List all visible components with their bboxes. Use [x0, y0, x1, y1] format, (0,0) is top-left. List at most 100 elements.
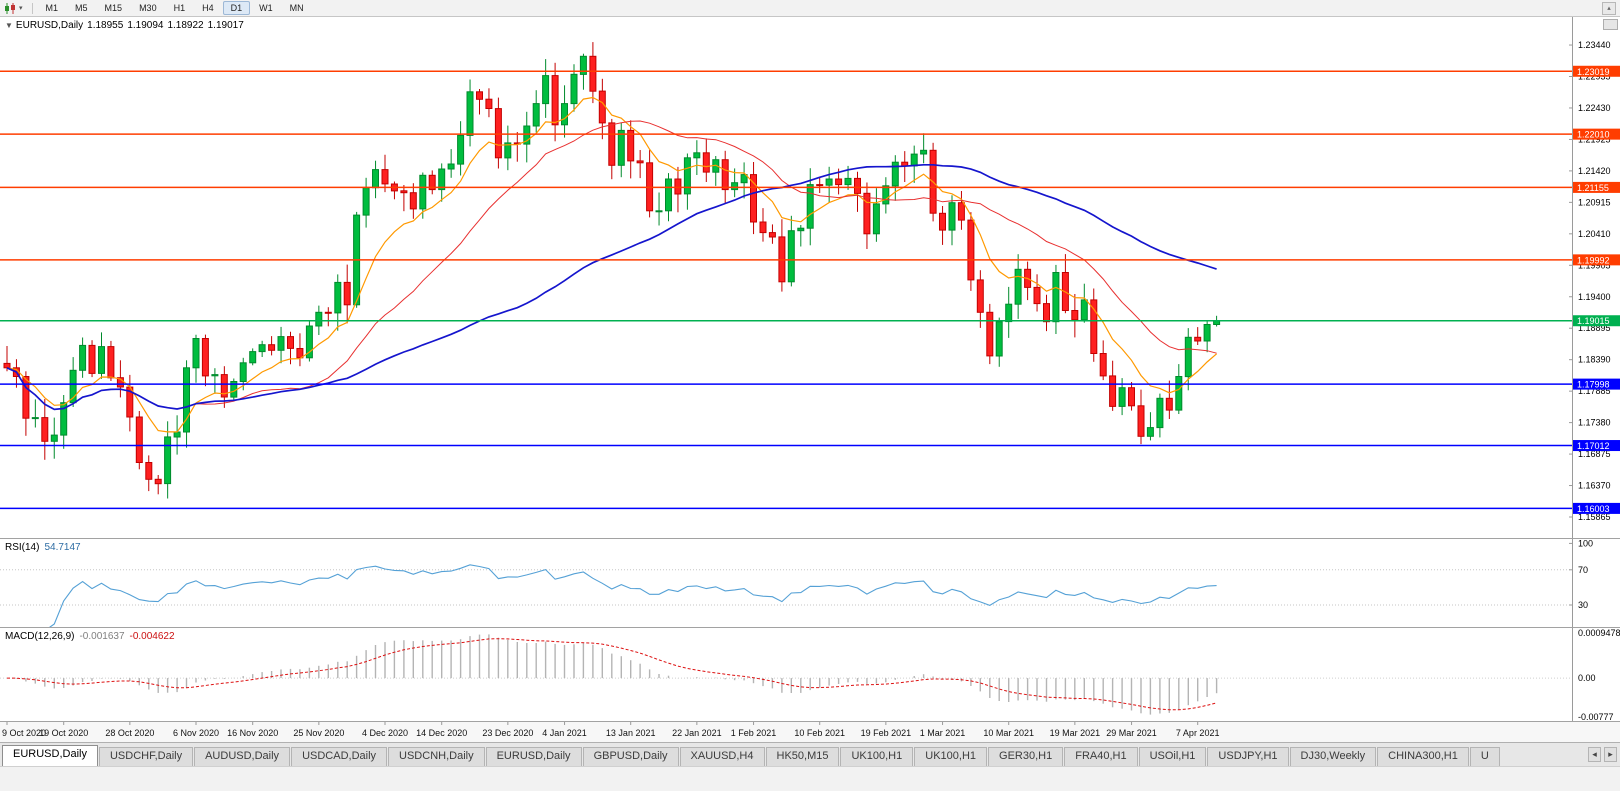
- ma-line-55: [6, 163, 1217, 411]
- chart-tab-usoil-h1[interactable]: USOil,H1: [1138, 747, 1207, 766]
- svg-text:70: 70: [1578, 565, 1588, 575]
- ohlc-high: 1.19094: [127, 20, 164, 31]
- rsi-name: RSI(14): [5, 542, 40, 553]
- timeframe-button-d1[interactable]: D1: [222, 1, 251, 15]
- svg-text:19 Feb 2021: 19 Feb 2021: [861, 728, 912, 738]
- ma-line-21: [6, 120, 1217, 410]
- level-price-tag: [1573, 378, 1620, 390]
- tab-scroll-group: ◂ ▸: [1585, 743, 1620, 766]
- svg-text:6 Nov 2020: 6 Nov 2020: [173, 728, 219, 738]
- level-price-tag: [1573, 128, 1620, 140]
- svg-text:19 Oct 2020: 19 Oct 2020: [39, 728, 88, 738]
- ohlc-open: 1.18955: [87, 20, 124, 31]
- chart-type-caret-icon[interactable]: ▾: [19, 5, 23, 12]
- chart-tab-hk50-m15[interactable]: HK50,M15: [765, 747, 840, 766]
- rsi-axis-labels: 100 70 30: [1569, 539, 1593, 610]
- chart-tab-usdcnh-daily[interactable]: USDCNH,Daily: [388, 747, 485, 766]
- svg-text:14 Dec 2020: 14 Dec 2020: [416, 728, 467, 738]
- svg-text:1.16875: 1.16875: [1578, 449, 1611, 459]
- price-axis[interactable]: [1573, 17, 1620, 721]
- svg-text:30: 30: [1578, 600, 1588, 610]
- chart-tab-bar: EURUSD,Daily USDCHF,Daily AUDUSD,Daily USDC…: [0, 742, 1620, 766]
- svg-text:1.18895: 1.18895: [1578, 323, 1611, 333]
- ma-line-9: [6, 96, 1217, 433]
- svg-text:4 Jan 2021: 4 Jan 2021: [542, 728, 587, 738]
- svg-text:1 Feb 2021: 1 Feb 2021: [731, 728, 777, 738]
- chart-corner-button[interactable]: [1603, 19, 1618, 30]
- svg-text:4 Dec 2020: 4 Dec 2020: [362, 728, 408, 738]
- svg-text:1.20915: 1.20915: [1578, 197, 1611, 207]
- ohlc-close: 1.19017: [207, 20, 244, 31]
- svg-text:1.19400: 1.19400: [1578, 292, 1611, 302]
- chart-collapse-icon[interactable]: ▼: [5, 21, 13, 30]
- level-price-tag: [1573, 254, 1620, 266]
- svg-text:9 Oct 2020: 9 Oct 2020: [2, 728, 46, 738]
- chart-symbol-period: EURUSD,Daily: [15, 20, 84, 31]
- svg-text:25 Nov 2020: 25 Nov 2020: [293, 728, 344, 738]
- macd-canvas[interactable]: 0.0009478 0.00 -0.00777: [0, 628, 1620, 721]
- level-price-tag: [1573, 65, 1620, 77]
- svg-text:23 Dec 2020: 23 Dec 2020: [482, 728, 533, 738]
- timeframe-button-m5[interactable]: M5: [75, 3, 88, 13]
- svg-text:0.0009478: 0.0009478: [1578, 628, 1620, 638]
- svg-text:1.17885: 1.17885: [1578, 386, 1611, 396]
- svg-text:1.18390: 1.18390: [1578, 355, 1611, 365]
- svg-text:1.19015: 1.19015: [1577, 316, 1610, 326]
- chart-tab-dj30-weekly[interactable]: DJ30,Weekly: [1289, 747, 1377, 766]
- chart-tab-eurusd-daily[interactable]: EURUSD,Daily: [2, 745, 98, 766]
- chart-tab-xauusd-h4[interactable]: XAUUSD,H4: [679, 747, 765, 766]
- toolbar-corner-button[interactable]: ▴: [1602, 1, 1616, 15]
- svg-text:7 Apr 2021: 7 Apr 2021: [1176, 728, 1220, 738]
- timeframe-button-h4[interactable]: H4: [202, 3, 214, 13]
- tab-scroll-left-icon[interactable]: ◂: [1588, 747, 1601, 762]
- svg-text:13 Jan 2021: 13 Jan 2021: [606, 728, 656, 738]
- candles-layer: [3, 42, 1221, 499]
- chart-symbol-icon[interactable]: [4, 2, 17, 14]
- macd-signal-value: -0.004622: [129, 631, 175, 642]
- toolbar-separator: [31, 2, 33, 14]
- svg-text:1.21420: 1.21420: [1578, 166, 1611, 176]
- svg-text:100: 100: [1578, 539, 1593, 548]
- chart-tab-china300-h1[interactable]: CHINA300,H1: [1377, 747, 1469, 766]
- top-toolbar: ▾ M1 M5 M15 M30 H1 H4 D1 W1 MN ▴: [0, 0, 1620, 17]
- level-price-tag: [1573, 440, 1620, 452]
- ma-lines-layer: [6, 96, 1217, 433]
- svg-text:1.17998: 1.17998: [1577, 380, 1610, 390]
- chart-tab-uk100-h1[interactable]: UK100,H1: [914, 747, 988, 766]
- timeframe-button-w1[interactable]: W1: [259, 3, 273, 13]
- svg-text:1.21155: 1.21155: [1577, 183, 1609, 193]
- chart-tab-uk100-h1[interactable]: UK100,H1: [840, 747, 914, 766]
- timeframe-button-m1[interactable]: M1: [45, 3, 59, 13]
- chart-tab-usdcad-daily[interactable]: USDCAD,Daily: [291, 747, 388, 766]
- chart-tab-fra40-h1[interactable]: FRA40,H1: [1064, 747, 1138, 766]
- toolbar-right-group: ▴: [1602, 1, 1616, 15]
- rsi-canvas[interactable]: 100 70 30: [0, 539, 1620, 627]
- tab-scroll-right-icon[interactable]: ▸: [1604, 747, 1617, 762]
- svg-text:19 Mar 2021: 19 Mar 2021: [1050, 728, 1101, 738]
- rsi-value: 54.7147: [44, 542, 81, 553]
- timeframe-button-mn[interactable]: MN: [289, 3, 304, 13]
- timeframe-button-m15[interactable]: M15: [104, 3, 123, 13]
- timeframe-button-h1[interactable]: H1: [173, 3, 186, 13]
- timeframe-button-m30[interactable]: M30: [139, 3, 157, 13]
- svg-text:1 Mar 2021: 1 Mar 2021: [920, 728, 966, 738]
- timeframe-button-group: M1 M5 M15 M30 H1 H4 D1 W1 MN: [38, 1, 313, 15]
- chart-tab-usdjpy-h1[interactable]: USDJPY,H1: [1207, 747, 1289, 766]
- svg-text:1.16370: 1.16370: [1578, 481, 1611, 491]
- price-chart-canvas[interactable]: 1.234401.229351.224301.219251.214201.209…: [0, 17, 1620, 538]
- chart-tab-u[interactable]: U: [1469, 747, 1500, 766]
- status-bar: [0, 766, 1620, 791]
- macd-indicator-panel: 0.0009478 0.00 -0.00777 MACD(12,26,9) -0.00…: [0, 627, 1620, 721]
- rsi-label: RSI(14) 54.7147: [5, 542, 86, 553]
- chart-tab-usdchf-daily[interactable]: USDCHF,Daily: [98, 747, 194, 766]
- chart-tab-eurusd-daily[interactable]: EURUSD,Daily: [485, 747, 582, 766]
- chart-tab-gbpusd-daily[interactable]: GBPUSD,Daily: [582, 747, 679, 766]
- chart-tab-ger30-h1[interactable]: GER30,H1: [988, 747, 1064, 766]
- chart-tab-audusd-daily[interactable]: AUDUSD,Daily: [194, 747, 291, 766]
- svg-text:1.16003: 1.16003: [1577, 504, 1610, 514]
- time-axis[interactable]: 9 Oct 2020 19 Oct 2020 28 Oct 2020 6 Nov 20…: [0, 721, 1620, 742]
- macd-name: MACD(12,26,9): [5, 631, 75, 642]
- svg-text:22 Jan 2021: 22 Jan 2021: [672, 728, 722, 738]
